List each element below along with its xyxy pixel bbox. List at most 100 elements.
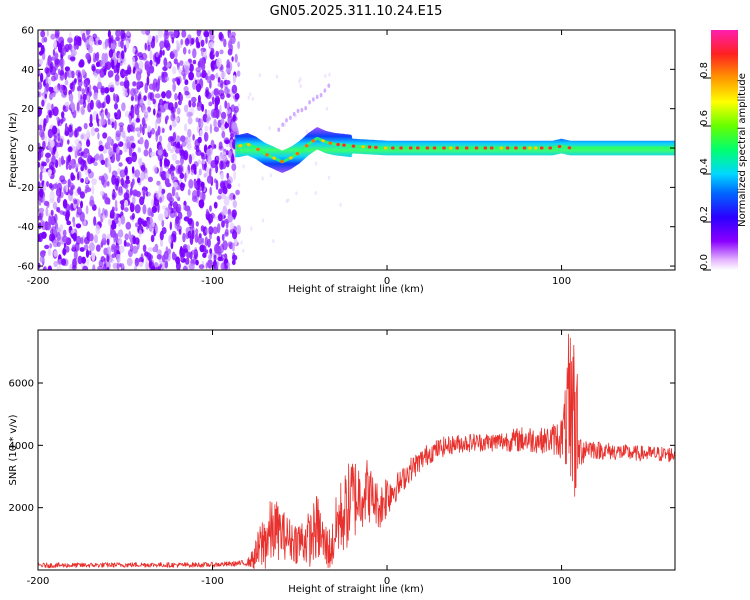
noise-blob bbox=[134, 257, 140, 267]
noise-blob bbox=[120, 202, 125, 211]
y-tick-label: 2000 bbox=[9, 503, 34, 514]
noise-blob bbox=[62, 235, 68, 243]
noise-blob bbox=[126, 30, 131, 37]
noise-blob bbox=[126, 156, 133, 165]
noise-blob bbox=[41, 161, 47, 167]
noise-blob bbox=[124, 207, 129, 213]
noise-blob bbox=[176, 107, 181, 115]
noise-blob bbox=[106, 246, 112, 256]
noise-blob bbox=[66, 155, 71, 166]
x-tick-label: 100 bbox=[552, 576, 571, 587]
noise-blob bbox=[129, 215, 134, 220]
spectrogram-xlabel: Height of straight line (km) bbox=[288, 284, 424, 295]
noise-blob bbox=[184, 65, 190, 75]
noise-blob bbox=[186, 111, 193, 118]
ridge-hotspot bbox=[256, 147, 260, 151]
noise-blob bbox=[52, 183, 59, 189]
noise-blob bbox=[79, 191, 85, 199]
noise-blob bbox=[199, 57, 205, 68]
noise-blob bbox=[74, 127, 78, 138]
noise-blob bbox=[114, 103, 118, 110]
noise-blob bbox=[80, 237, 84, 245]
noise-blob bbox=[187, 188, 191, 196]
noise-blob bbox=[168, 31, 174, 36]
noise-blob bbox=[327, 175, 331, 180]
noise-blob bbox=[159, 135, 163, 143]
noise-blob bbox=[195, 259, 199, 266]
noise-blob bbox=[135, 222, 139, 228]
noise-blob bbox=[48, 215, 52, 226]
noise-blob bbox=[73, 159, 76, 165]
noise-blob bbox=[47, 128, 54, 139]
noise-blob bbox=[272, 239, 275, 244]
noise-blob bbox=[169, 210, 176, 219]
noise-blob bbox=[159, 230, 164, 241]
noise-blob bbox=[53, 260, 58, 268]
noise-blob bbox=[215, 50, 220, 58]
noise-blob bbox=[177, 164, 183, 174]
noise-blob bbox=[105, 94, 111, 105]
y-tick-label: 40 bbox=[21, 65, 34, 76]
noise-blob bbox=[140, 164, 146, 172]
spectrogram-frame bbox=[37, 29, 676, 271]
noise-blob bbox=[223, 196, 230, 206]
noise-blob bbox=[49, 61, 54, 70]
noise-blob bbox=[325, 106, 329, 111]
diagonal-feature bbox=[292, 111, 296, 117]
noise-blob bbox=[119, 186, 122, 195]
noise-blob bbox=[180, 135, 186, 142]
noise-blob bbox=[106, 266, 110, 270]
noise-blob bbox=[149, 261, 155, 270]
noise-blob bbox=[95, 69, 101, 74]
noise-blob bbox=[123, 79, 130, 89]
noise-blob bbox=[87, 152, 91, 159]
noise-blob bbox=[314, 161, 318, 166]
noise-blob bbox=[59, 59, 64, 66]
noise-blob bbox=[67, 139, 70, 145]
noise-blob bbox=[159, 238, 164, 247]
noise-blob bbox=[187, 230, 192, 239]
noise-blob bbox=[119, 200, 125, 205]
diagonal-feature bbox=[312, 97, 315, 102]
noise-blob bbox=[180, 182, 184, 187]
noise-blob bbox=[91, 185, 95, 195]
noise-blob bbox=[208, 41, 215, 49]
noise-blob bbox=[175, 159, 181, 165]
noise-blob bbox=[164, 76, 170, 82]
ridge-hotspot bbox=[557, 144, 562, 149]
noise-blob bbox=[86, 129, 91, 140]
noise-blob bbox=[144, 139, 149, 150]
noise-blob bbox=[129, 122, 135, 131]
noise-blob bbox=[179, 172, 185, 179]
noise-blob bbox=[201, 159, 206, 165]
noise-blob bbox=[38, 212, 42, 219]
noise-blob bbox=[196, 106, 201, 111]
noise-blob bbox=[38, 42, 43, 48]
noise-blob bbox=[67, 37, 73, 44]
noise-blob bbox=[40, 30, 46, 38]
noise-blob bbox=[160, 165, 163, 175]
noise-blob bbox=[240, 240, 243, 245]
noise-blob bbox=[227, 150, 232, 159]
noise-blob bbox=[113, 65, 117, 74]
noise-blob bbox=[119, 238, 122, 245]
noise-blob bbox=[76, 207, 83, 216]
noise-blob bbox=[124, 110, 130, 118]
snr-x-ticks: -200 -100 0 100 bbox=[27, 330, 571, 587]
x-tick-label: 0 bbox=[384, 276, 390, 287]
noise-blob bbox=[148, 223, 153, 232]
noise-blob bbox=[102, 65, 106, 73]
noise-blob bbox=[215, 179, 219, 191]
noise-blob bbox=[176, 40, 179, 46]
x-tick-label: -100 bbox=[201, 276, 224, 287]
noise-blob bbox=[84, 236, 90, 245]
noise-blob bbox=[83, 219, 87, 227]
noise-blob bbox=[220, 123, 226, 132]
noise-blob bbox=[52, 227, 56, 235]
noise-blob bbox=[147, 247, 153, 252]
noise-blob bbox=[73, 249, 78, 260]
noise-blob bbox=[77, 171, 80, 181]
noise-blob bbox=[101, 175, 105, 186]
noise-blob bbox=[137, 177, 141, 184]
y-tick-label: -60 bbox=[18, 262, 34, 273]
